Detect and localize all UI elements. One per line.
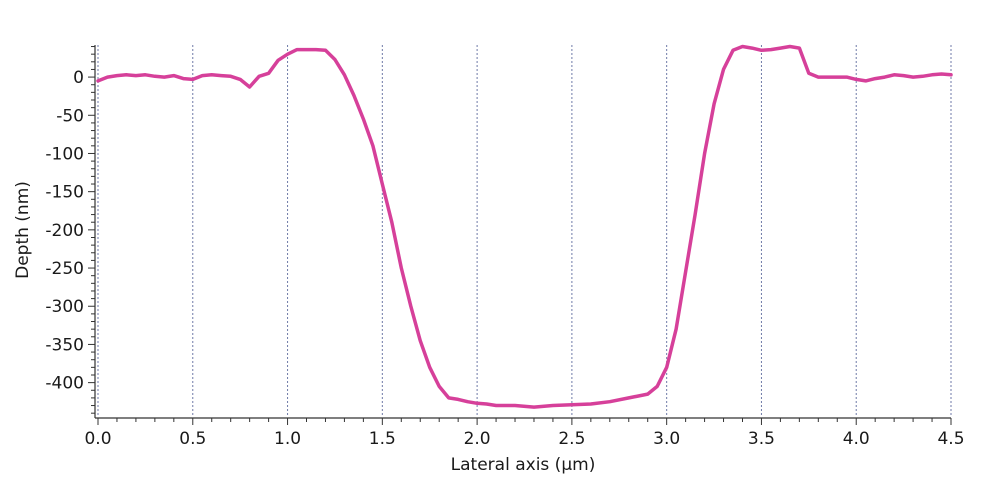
y-tick-label: -100 [45, 144, 84, 164]
plot-area [96, 44, 953, 409]
x-tick-label: 2.5 [558, 429, 585, 449]
x-tick-label: 3.5 [748, 429, 775, 449]
x-tick-label: 3.0 [653, 429, 680, 449]
x-axis-title: Lateral axis (µm) [451, 455, 596, 475]
y-tick-label: -300 [45, 297, 84, 317]
x-tick-label: 1.5 [369, 429, 396, 449]
y-tick-label: -400 [45, 374, 84, 394]
y-axis-title: Depth (nm) [13, 181, 33, 279]
x-tick-label: 0.5 [179, 429, 206, 449]
axes [88, 45, 952, 425]
series-line-0 [96, 44, 953, 409]
x-tick-label: 1.0 [274, 429, 301, 449]
x-tick-label: 4.0 [843, 429, 870, 449]
y-tick-label: 0 [73, 68, 84, 88]
y-tick-label: -50 [56, 106, 84, 126]
y-tick-label: -150 [45, 183, 84, 203]
y-tick-label: -250 [45, 259, 84, 279]
x-tick-label: 4.5 [937, 429, 964, 449]
x-tick-label: 2.0 [464, 429, 491, 449]
axis-labels: 0.0 0.5 1.0 1.5 2.0 2.5 3.0 3.5 4.0 4.5 0 -50 -100 -1… [45, 68, 964, 449]
y-tick-label: -350 [45, 335, 84, 355]
y-tick-label: -200 [45, 221, 84, 241]
grid-lines [97, 45, 952, 417]
x-tick-label: 0.0 [84, 429, 111, 449]
